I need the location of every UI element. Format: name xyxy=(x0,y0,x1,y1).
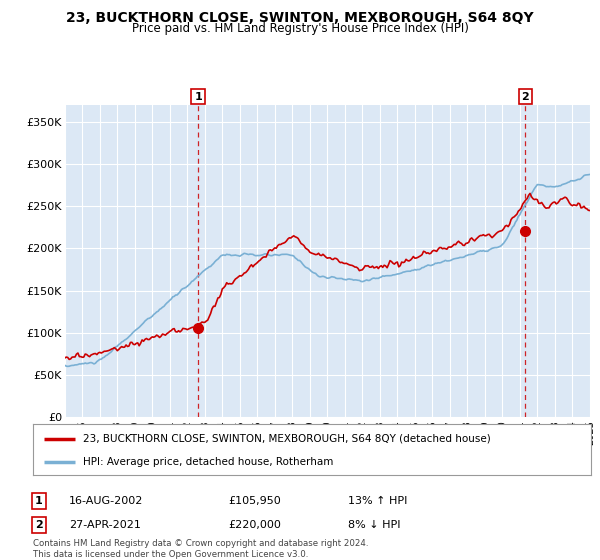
Text: 23, BUCKTHORN CLOSE, SWINTON, MEXBOROUGH, S64 8QY (detached house): 23, BUCKTHORN CLOSE, SWINTON, MEXBOROUGH… xyxy=(83,433,491,444)
Text: £220,000: £220,000 xyxy=(228,520,281,530)
Text: £105,950: £105,950 xyxy=(228,496,281,506)
Text: 23, BUCKTHORN CLOSE, SWINTON, MEXBOROUGH, S64 8QY: 23, BUCKTHORN CLOSE, SWINTON, MEXBOROUGH… xyxy=(66,11,534,25)
Text: 8% ↓ HPI: 8% ↓ HPI xyxy=(348,520,401,530)
Text: 16-AUG-2002: 16-AUG-2002 xyxy=(69,496,143,506)
Text: 1: 1 xyxy=(35,496,43,506)
Text: 1: 1 xyxy=(194,92,202,101)
Text: 2: 2 xyxy=(521,92,529,101)
Text: HPI: Average price, detached house, Rotherham: HPI: Average price, detached house, Roth… xyxy=(83,458,334,467)
Text: 2: 2 xyxy=(35,520,43,530)
Text: 13% ↑ HPI: 13% ↑ HPI xyxy=(348,496,407,506)
Text: Price paid vs. HM Land Registry's House Price Index (HPI): Price paid vs. HM Land Registry's House … xyxy=(131,22,469,35)
Text: Contains HM Land Registry data © Crown copyright and database right 2024.
This d: Contains HM Land Registry data © Crown c… xyxy=(33,539,368,559)
Text: 27-APR-2021: 27-APR-2021 xyxy=(69,520,141,530)
